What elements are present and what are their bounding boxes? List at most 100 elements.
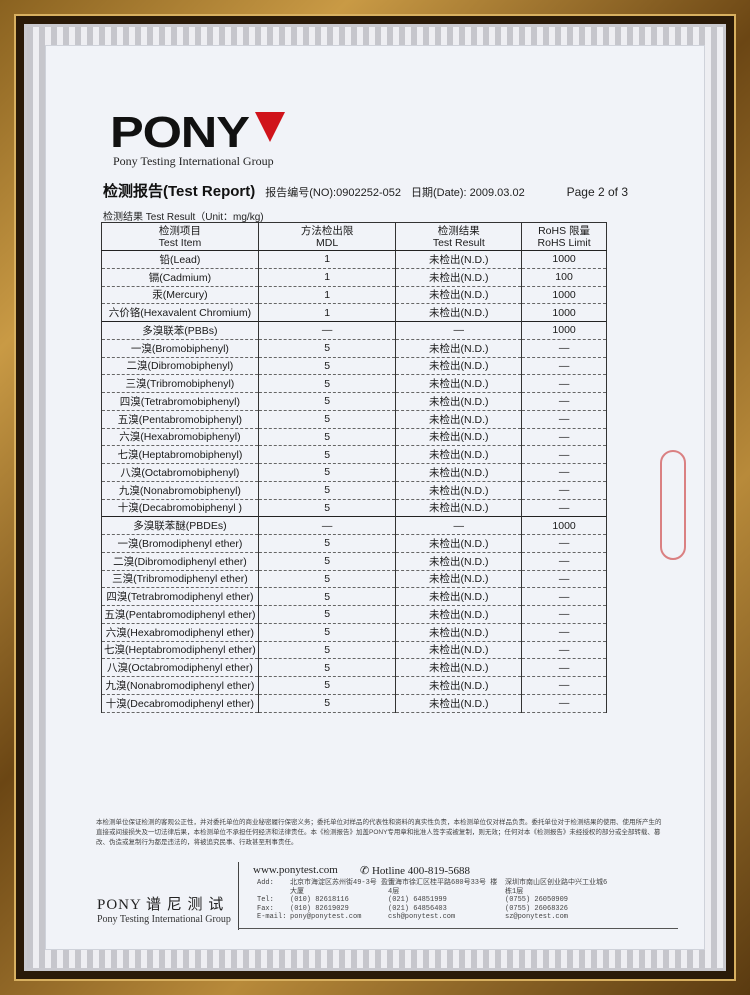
rohs-limit: — bbox=[521, 676, 607, 695]
test-item: 十溴(Decabromodiphenyl ether) bbox=[101, 693, 259, 713]
test-item: 二溴(Dibromobiphenyl) bbox=[101, 356, 259, 376]
office-fax: (010) 82619029 bbox=[290, 904, 349, 913]
website-link[interactable]: www.ponytest.com bbox=[253, 864, 338, 876]
footer-brand: PONY 谱 尼 测 试 Pony Testing International … bbox=[97, 893, 231, 925]
mdl: 5 bbox=[257, 569, 397, 589]
mdl: 5 bbox=[257, 693, 397, 713]
footer-brand-cn: PONY 谱 尼 测 试 bbox=[97, 897, 225, 913]
test-item: 三溴(Tribromobiphenyl) bbox=[101, 374, 259, 393]
office-add: 深圳市南山区创业路中兴工业城6 栋1层 bbox=[505, 879, 608, 896]
office-email[interactable]: sz@ponytest.com bbox=[505, 913, 569, 921]
table-row: 多溴联苯(PBBs) — —1000 bbox=[101, 321, 607, 340]
rohs-limit: 1000 bbox=[521, 303, 607, 322]
header-text: RoHS 限量 bbox=[538, 224, 591, 237]
rohs-limit: — bbox=[521, 338, 607, 358]
test-item: 八溴(Octabromobiphenyl) bbox=[101, 463, 259, 482]
test-result: — bbox=[395, 321, 523, 340]
rohs-limit: 1000 bbox=[521, 516, 607, 535]
rohs-limit: 1000 bbox=[521, 285, 607, 305]
table-row: 二溴(Dibromodiphenyl ether) 5 未检出(N.D.) — bbox=[101, 551, 607, 571]
table-row: 十溴(Decabromobiphenyl ) 5 未检出(N.D.) — bbox=[101, 498, 607, 518]
rohs-limit: — bbox=[521, 463, 607, 482]
table-row: 铅(Lead) 1 未检出(N.D.) 1000 bbox=[101, 250, 607, 269]
test-result: 未检出(N.D.) bbox=[395, 551, 523, 571]
rohs-limit: — bbox=[521, 392, 607, 411]
logo-group-name: Pony Testing International Group bbox=[113, 154, 274, 168]
rohs-limit: — bbox=[521, 658, 607, 677]
test-result: 未检出(N.D.) bbox=[395, 693, 523, 713]
test-item: 铅(Lead) bbox=[101, 250, 259, 269]
office-tel: (010) 82618116 bbox=[290, 896, 349, 904]
test-item: 七溴(Heptabromodiphenyl ether) bbox=[101, 640, 259, 660]
test-item: 一溴(Bromodiphenyl ether) bbox=[101, 534, 259, 553]
rohs-limit: — bbox=[521, 427, 607, 447]
report-header: 检测报告(Test Report) 报告编号(NO):0902252-052 日… bbox=[103, 180, 628, 201]
rohs-limit: — bbox=[521, 605, 607, 624]
test-result: 未检出(N.D.) bbox=[395, 569, 523, 589]
mdl: 1 bbox=[257, 285, 397, 305]
test-item: 多溴联苯醚(PBDEs) bbox=[101, 516, 259, 535]
table-row: 六溴(Hexabromobiphenyl) 5 未检出(N.D.) — bbox=[101, 427, 607, 447]
header-text: 方法检出限 bbox=[300, 224, 354, 237]
rohs-limit: 1000 bbox=[521, 321, 607, 340]
logo-red-triangle bbox=[255, 112, 285, 142]
disclaimer: 本检测单位保证检测的客观公正性，并对委托单位的商业秘密履行保密义务；委托单位对样… bbox=[96, 819, 662, 846]
footer-rule bbox=[238, 928, 678, 929]
test-item: 镉(Cadmium) bbox=[101, 267, 259, 287]
table-row: 一溴(Bromodiphenyl ether) 5 未检出(N.D.) — bbox=[101, 534, 607, 553]
office-fax: (0755) 26068326 bbox=[505, 904, 569, 913]
test-item: 六溴(Hexabromodiphenyl ether) bbox=[101, 622, 259, 642]
mdl: 5 bbox=[257, 409, 397, 429]
test-result: 未检出(N.D.) bbox=[395, 676, 523, 695]
test-item: 二溴(Dibromodiphenyl ether) bbox=[101, 551, 259, 571]
rohs-limit: — bbox=[521, 693, 607, 713]
header-text: Test Item bbox=[158, 236, 202, 249]
test-result: 未检出(N.D.) bbox=[395, 463, 523, 482]
mdl: 5 bbox=[257, 427, 397, 447]
report-date: 日期(Date): 2009.03.02 bbox=[410, 187, 525, 199]
table-row: 镉(Cadmium) 1 未检出(N.D.) 100 bbox=[101, 267, 607, 287]
table-row: 八溴(Octabromodiphenyl ether) 5 未检出(N.D.) — bbox=[101, 658, 607, 677]
rohs-limit: 100 bbox=[521, 267, 607, 287]
test-result: 未检出(N.D.) bbox=[395, 374, 523, 393]
column-header: 方法检出限 MDL bbox=[257, 222, 397, 251]
test-result: 未检出(N.D.) bbox=[395, 392, 523, 411]
mdl: — bbox=[257, 321, 397, 340]
test-result: 未检出(N.D.) bbox=[395, 338, 523, 358]
table-row: 六价铬(Hexavalent Chromium) 1 未检出(N.D.) 1000 bbox=[101, 303, 607, 322]
test-item: 一溴(Bromobiphenyl) bbox=[101, 338, 259, 358]
header-text: MDL bbox=[316, 236, 339, 249]
page-number: Page 2 of 3 bbox=[566, 185, 628, 199]
test-result: — bbox=[395, 516, 523, 535]
mdl: 1 bbox=[257, 303, 397, 322]
test-result: 未检出(N.D.) bbox=[395, 303, 523, 322]
office-add: 北京市海淀区苏州街49-3号 盈智大厦 bbox=[290, 879, 396, 896]
contact-labels: Add: Tel: Fax: E-mail: bbox=[257, 879, 286, 922]
mdl: 5 bbox=[257, 374, 397, 393]
test-result: 未检出(N.D.) bbox=[395, 285, 523, 305]
mdl: 5 bbox=[257, 498, 397, 518]
office-tel: (0755) 26050909 bbox=[505, 896, 569, 904]
office-email[interactable]: pony@ponytest.com bbox=[290, 913, 362, 921]
column-header: 检测结果 Test Result bbox=[395, 222, 523, 251]
table-row: 六溴(Hexabromodiphenyl ether) 5 未检出(N.D.) — bbox=[101, 622, 607, 642]
table-row: 一溴(Bromobiphenyl) 5 未检出(N.D.) — bbox=[101, 338, 607, 358]
rohs-limit: — bbox=[521, 374, 607, 393]
test-result: 未检出(N.D.) bbox=[395, 640, 523, 660]
rohs-limit: — bbox=[521, 587, 607, 606]
test-result: 未检出(N.D.) bbox=[395, 587, 523, 606]
hotline-text: Hotline 400-819-5688 bbox=[371, 865, 471, 877]
office-fax: (021) 64856403 bbox=[388, 904, 447, 913]
table-row: 九溴(Nonabromodiphenyl ether) 5 未检出(N.D.) — bbox=[101, 676, 607, 695]
column-header: 检测项目 Test Item bbox=[101, 222, 259, 251]
test-item: 三溴(Tribromodiphenyl ether) bbox=[101, 569, 259, 589]
office-email[interactable]: csh@ponytest.com bbox=[388, 913, 456, 921]
hotline: ✆ Hotline 400-819-5688 bbox=[360, 864, 470, 877]
test-item: 四溴(Tetrabromodiphenyl ether) bbox=[101, 587, 259, 606]
mdl: 5 bbox=[257, 463, 397, 482]
footer-brand-en: Pony Testing International Group bbox=[97, 914, 231, 925]
phone-icon: ✆ bbox=[360, 865, 370, 877]
table-row: 五溴(Pentabromobiphenyl) 5 未检出(N.D.) — bbox=[101, 409, 607, 429]
test-result: 未检出(N.D.) bbox=[395, 409, 523, 429]
test-item: 七溴(Heptabromobiphenyl) bbox=[101, 445, 259, 464]
